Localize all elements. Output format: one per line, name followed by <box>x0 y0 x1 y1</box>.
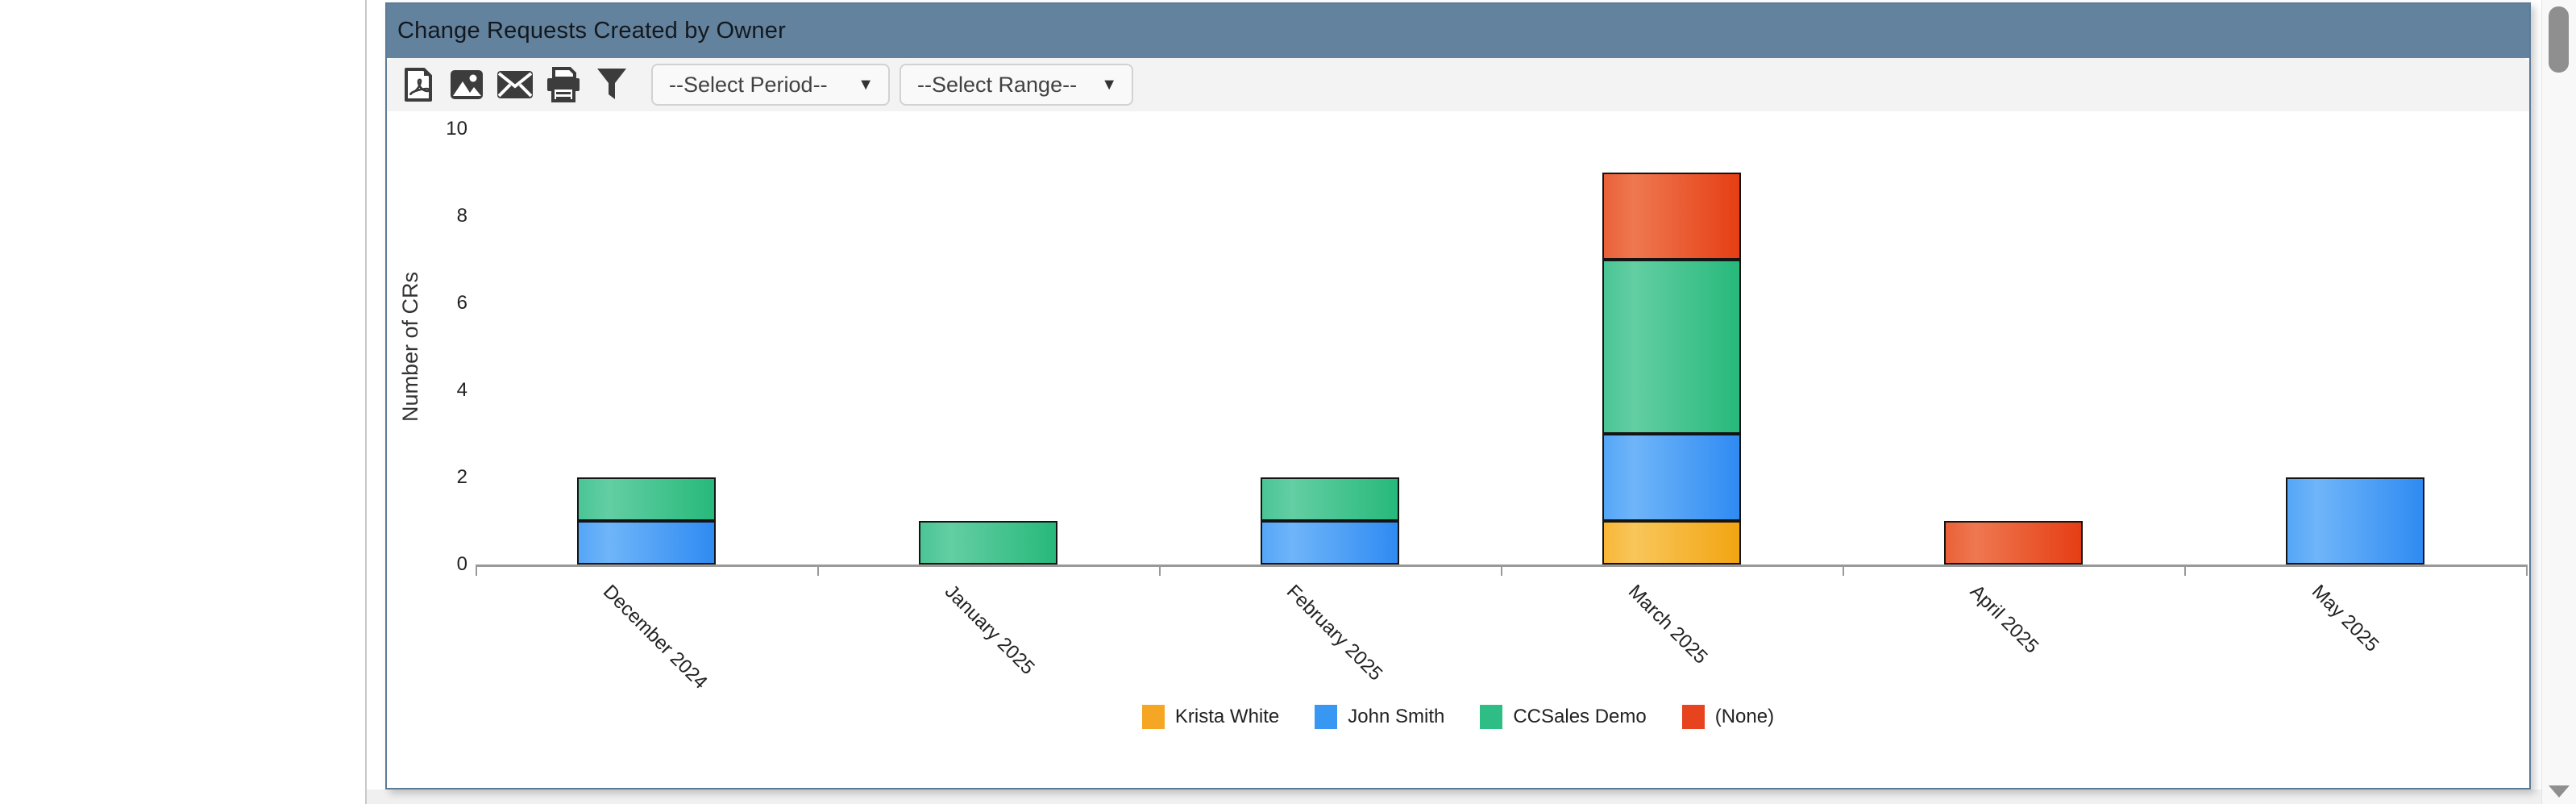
widget-toolbar: --Select Period-- ▼ --Select Range-- ▼ <box>387 58 2529 111</box>
page-background-strip <box>367 789 2542 804</box>
bar-segment--none-[interactable] <box>1602 173 1741 260</box>
legend-swatch <box>1480 705 1503 729</box>
bar-segment-ccsales-demo[interactable] <box>1261 477 1399 521</box>
print-icon <box>546 67 581 102</box>
vertical-scrollbar[interactable] <box>2541 0 2576 804</box>
adjacent-panel <box>0 0 367 804</box>
scrollbar-down-arrow-icon[interactable] <box>2549 785 2570 798</box>
legend-label: (None) <box>1714 706 1775 727</box>
bar-segment--none-[interactable] <box>1944 521 2083 564</box>
bar-segment-ccsales-demo[interactable] <box>1602 260 1741 434</box>
select-range-dropdown[interactable]: --Select Range-- ▼ <box>900 64 1133 106</box>
legend-item-krista-white[interactable]: Krista White <box>1141 705 1280 729</box>
x-axis-tick <box>817 564 819 576</box>
bar-segment-john-smith[interactable] <box>2286 477 2424 564</box>
legend-swatch <box>1141 705 1165 729</box>
stacked-bar-chart: 0 2 4 6 8 10 Number of CRs December 2024 January… <box>387 111 2529 788</box>
export-pdf-button[interactable] <box>400 66 437 103</box>
widget-title: Change Requests Created by Owner <box>397 18 786 44</box>
y-axis-tick-label: 4 <box>456 379 467 401</box>
y-axis-tick-label: 10 <box>446 118 467 140</box>
x-axis-category-label: April 2025 <box>1965 581 2043 658</box>
legend-item-ccsales-demo[interactable]: CCSales Demo <box>1480 705 1647 729</box>
widget-title-bar: Change Requests Created by Owner <box>387 4 2529 58</box>
x-axis-tick <box>1843 564 1844 576</box>
x-axis-category-label: February 2025 <box>1282 581 1387 685</box>
scrollbar-thumb[interactable] <box>2549 6 2569 73</box>
y-axis-tick-label: 0 <box>456 553 467 575</box>
x-axis-tick <box>476 564 477 576</box>
legend-item--none-[interactable]: (None) <box>1681 705 1775 729</box>
y-axis-tick-label: 6 <box>456 292 467 314</box>
legend-label: Krista White <box>1174 706 1280 727</box>
y-axis-tick-label: 2 <box>456 466 467 488</box>
filter-button[interactable] <box>593 66 630 103</box>
change-requests-widget: Change Requests Created by Owner <box>385 2 2531 789</box>
legend-label: John Smith <box>1348 706 1445 727</box>
y-axis-tick-label: 8 <box>456 205 467 227</box>
x-axis-category-label: May 2025 <box>2307 581 2383 656</box>
chevron-down-icon: ▼ <box>858 75 874 94</box>
bar-segment-john-smith[interactable] <box>577 521 716 564</box>
export-image-button[interactable] <box>448 66 485 103</box>
legend-label: CCSales Demo <box>1513 706 1647 727</box>
email-icon <box>497 70 534 99</box>
x-axis-tick <box>2184 564 2186 576</box>
select-period-value: --Select Period-- <box>669 72 828 97</box>
y-axis-title: Number of CRs <box>398 271 422 423</box>
select-range-value: --Select Range-- <box>917 72 1078 97</box>
chart-legend: Krista White John Smith CCSales Demo (None) <box>387 705 2529 729</box>
pdf-export-icon <box>402 67 434 102</box>
print-button[interactable] <box>545 66 582 103</box>
legend-swatch <box>1681 705 1705 729</box>
legend-item-john-smith[interactable]: John Smith <box>1315 705 1444 729</box>
email-button[interactable] <box>497 66 534 103</box>
bar-segment-ccsales-demo[interactable] <box>919 521 1057 564</box>
bar-segment-john-smith[interactable] <box>1602 434 1741 521</box>
legend-swatch <box>1315 705 1338 729</box>
x-axis-category-label: January 2025 <box>940 581 1039 679</box>
chevron-down-icon: ▼ <box>1101 75 1117 94</box>
x-axis-tick <box>2526 564 2528 576</box>
filter-icon <box>596 67 628 102</box>
bar-segment-ccsales-demo[interactable] <box>577 477 716 521</box>
x-axis-category-label: December 2024 <box>598 581 712 694</box>
x-axis-tick <box>1159 564 1161 576</box>
bar-segment-krista-white[interactable] <box>1602 521 1741 564</box>
select-period-dropdown[interactable]: --Select Period-- ▼ <box>651 64 890 106</box>
x-axis-tick <box>1501 564 1502 576</box>
x-axis-category-label: March 2025 <box>1623 581 1712 669</box>
bar-segment-john-smith[interactable] <box>1261 521 1399 564</box>
image-export-icon <box>449 69 484 101</box>
